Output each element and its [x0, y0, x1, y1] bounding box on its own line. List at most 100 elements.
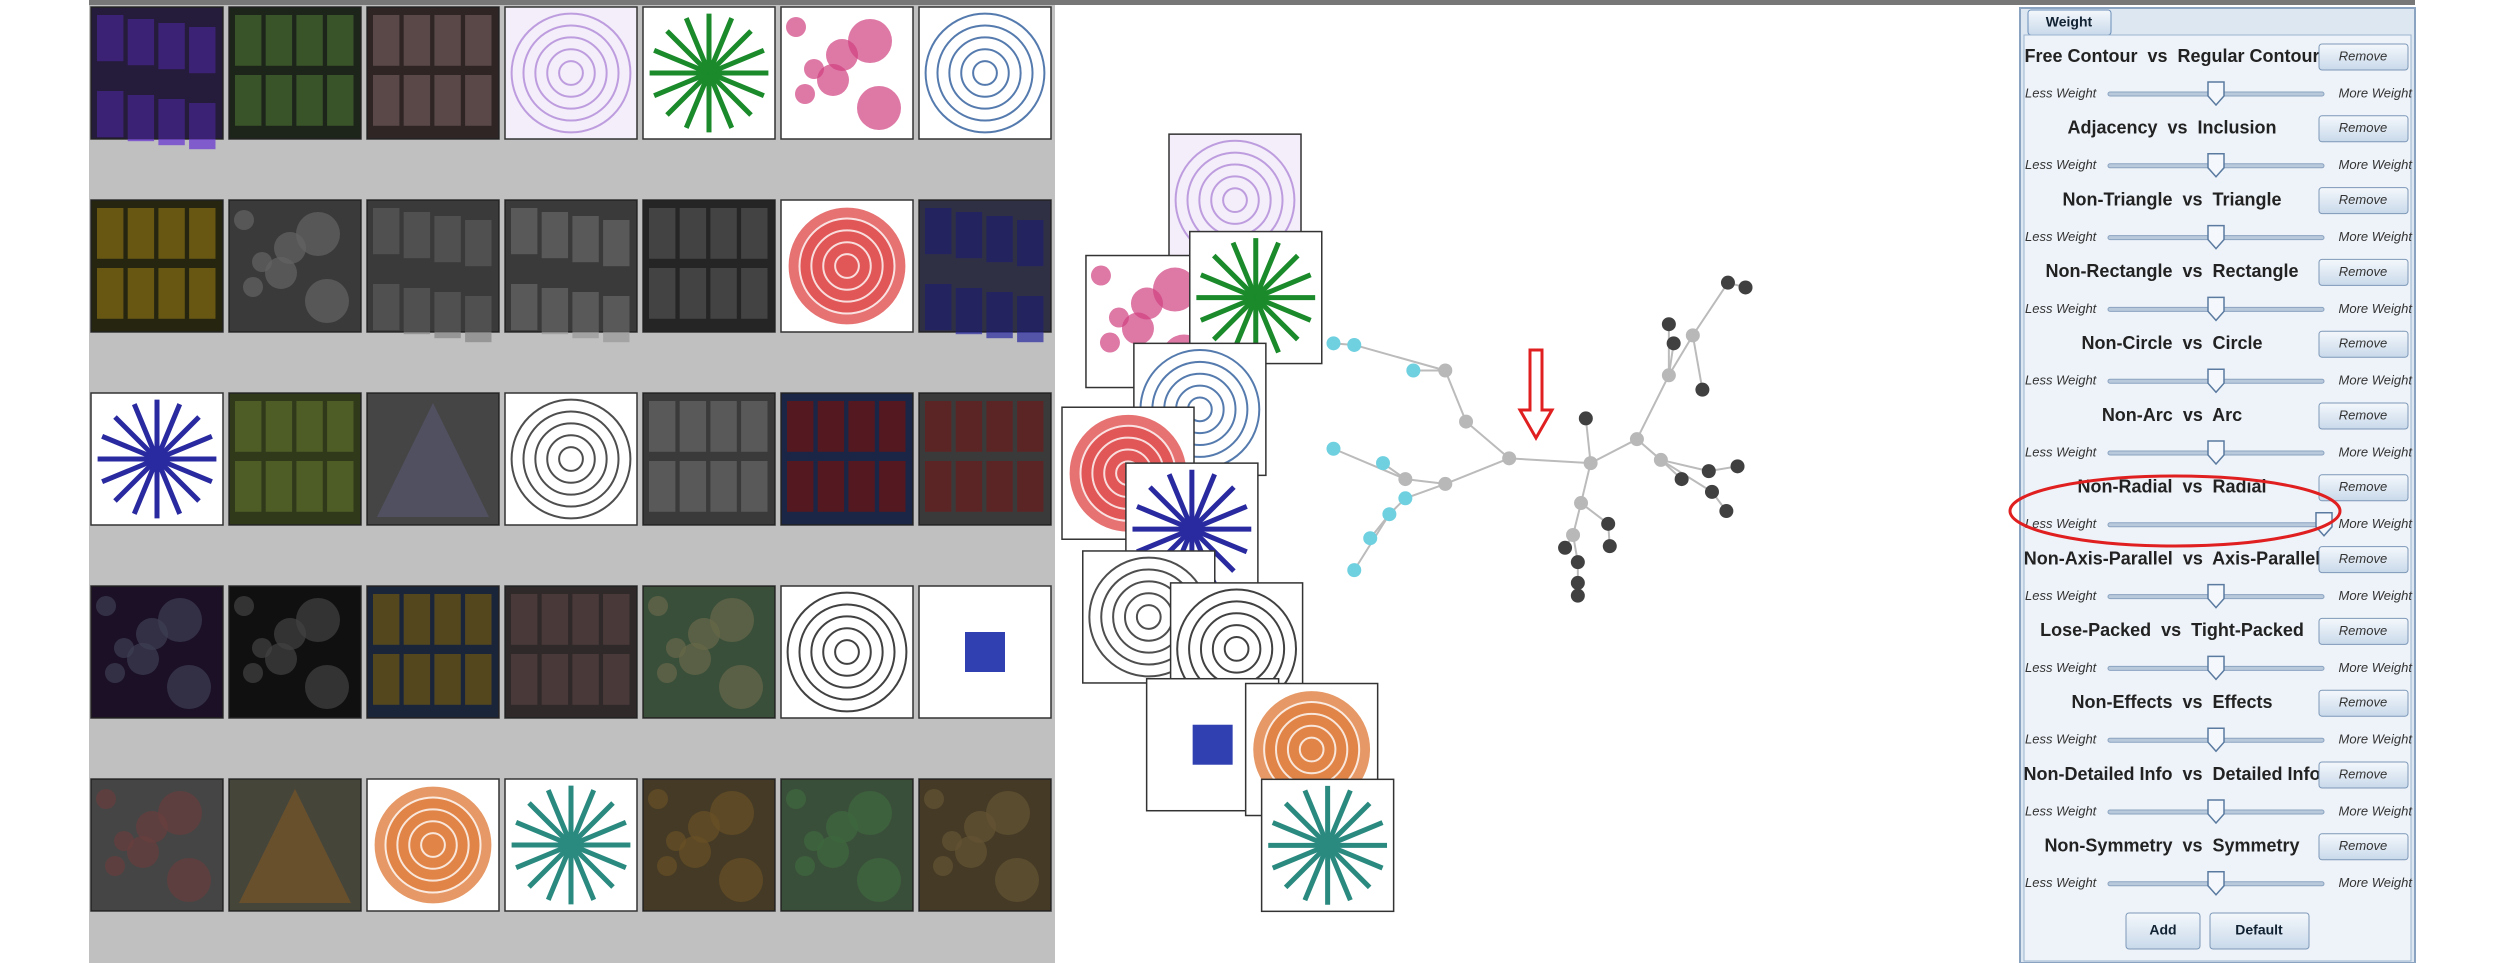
node[interactable]	[1674, 472, 1689, 487]
node[interactable]	[1376, 456, 1391, 471]
thumb-shape	[986, 292, 1013, 339]
dim-overlay	[643, 200, 775, 332]
thumb-shape	[798, 603, 896, 701]
edge	[1668, 334, 1694, 376]
slider-knob[interactable]	[2207, 153, 2225, 178]
node[interactable]	[1666, 336, 1681, 351]
thumb-shape	[546, 48, 596, 98]
thumb-shape	[1136, 526, 1193, 555]
node[interactable]	[1438, 363, 1453, 378]
node[interactable]	[1398, 491, 1413, 506]
thumbnail[interactable]	[504, 392, 638, 526]
node[interactable]	[1326, 336, 1341, 351]
slider-track	[2107, 522, 2325, 528]
node[interactable]	[1566, 527, 1581, 542]
node[interactable]	[1558, 540, 1573, 555]
node[interactable]	[1363, 531, 1378, 546]
node[interactable]	[1601, 516, 1616, 531]
thumb-shape	[1210, 175, 1260, 225]
node[interactable]	[1730, 459, 1745, 474]
node[interactable]	[1574, 496, 1589, 511]
thumb-shape	[465, 654, 492, 705]
node[interactable]	[1438, 476, 1453, 491]
remove-button[interactable]	[2318, 258, 2409, 286]
thumb-shape	[541, 594, 569, 645]
thumb-shape	[1130, 287, 1163, 320]
default-button[interactable]	[2209, 912, 2310, 950]
node[interactable]	[1602, 539, 1617, 554]
remove-label: Remove	[2339, 407, 2387, 422]
node[interactable]	[1578, 411, 1593, 426]
node[interactable]	[1701, 464, 1716, 479]
slider-knob[interactable]	[2207, 296, 2225, 322]
slider-knob[interactable]	[2207, 871, 2225, 896]
remove-button[interactable]	[2318, 546, 2409, 574]
node[interactable]	[1695, 382, 1710, 397]
slider-knob[interactable]	[2207, 224, 2225, 250]
slider-knob[interactable]	[2207, 583, 2225, 609]
remove-button[interactable]	[2318, 833, 2409, 861]
thumb-shape	[1302, 844, 1330, 902]
remove-button[interactable]	[2318, 617, 2409, 645]
thumb-shape	[1223, 636, 1250, 662]
slider-knob[interactable]	[2207, 799, 2225, 825]
node[interactable]	[1570, 588, 1585, 603]
thumb-shape	[710, 598, 754, 642]
thumb-shape	[377, 403, 489, 517]
node[interactable]	[1382, 507, 1397, 522]
slider-knob[interactable]	[2315, 512, 2333, 537]
node[interactable]	[1347, 563, 1362, 578]
node[interactable]	[1661, 317, 1676, 332]
thumbnail[interactable]	[504, 6, 638, 140]
node[interactable]	[1326, 441, 1341, 456]
slider-knob[interactable]	[2207, 727, 2225, 753]
slider-knob[interactable]	[2207, 440, 2225, 466]
node[interactable]	[1406, 363, 1421, 378]
thumb-shape	[545, 789, 574, 846]
node[interactable]	[1570, 555, 1585, 570]
remove-button[interactable]	[2318, 43, 2409, 71]
thumb-shape	[105, 663, 125, 683]
remove-button[interactable]	[2318, 115, 2409, 143]
thumbnail[interactable]	[918, 6, 1052, 140]
edge	[1333, 447, 1406, 481]
dim-overlay	[919, 200, 1051, 332]
node[interactable]	[1720, 275, 1735, 290]
thumb-shape	[955, 836, 987, 868]
thumbnail[interactable]	[780, 585, 914, 719]
thumb-shape	[158, 598, 202, 642]
remove-button[interactable]	[2318, 761, 2409, 789]
node[interactable]	[1738, 280, 1753, 295]
remove-button[interactable]	[2318, 330, 2409, 358]
thumb-shape	[127, 208, 155, 259]
slider-knob[interactable]	[2207, 81, 2225, 107]
node[interactable]	[1653, 452, 1668, 467]
node[interactable]	[1459, 414, 1474, 429]
slider-knob[interactable]	[2207, 368, 2225, 394]
node[interactable]	[1570, 575, 1585, 590]
thumb-shape	[296, 461, 323, 512]
node[interactable]	[1719, 504, 1734, 519]
less-label: Less Weight	[2025, 373, 2098, 388]
thumb-shape	[679, 461, 707, 512]
node[interactable]	[1704, 484, 1719, 499]
remove-button[interactable]	[2318, 474, 2409, 502]
slider-knob[interactable]	[2207, 655, 2225, 681]
node[interactable]	[1685, 328, 1700, 343]
thumb-shape	[995, 858, 1039, 902]
node[interactable]	[1502, 451, 1517, 466]
node[interactable]	[1661, 368, 1676, 383]
node[interactable]	[1398, 472, 1413, 487]
remove-button[interactable]	[2318, 689, 2409, 717]
add-button[interactable]	[2125, 912, 2201, 950]
thumb-shape	[1254, 295, 1312, 323]
remove-button[interactable]	[2318, 402, 2409, 430]
thumb-shape	[933, 856, 953, 876]
remove-button[interactable]	[2318, 187, 2409, 215]
thumb-shape	[1190, 527, 1236, 573]
thumb-shape	[274, 618, 306, 650]
thumb-shape	[942, 831, 962, 851]
node[interactable]	[1583, 456, 1598, 471]
node[interactable]	[1629, 432, 1644, 447]
node[interactable]	[1347, 337, 1362, 352]
